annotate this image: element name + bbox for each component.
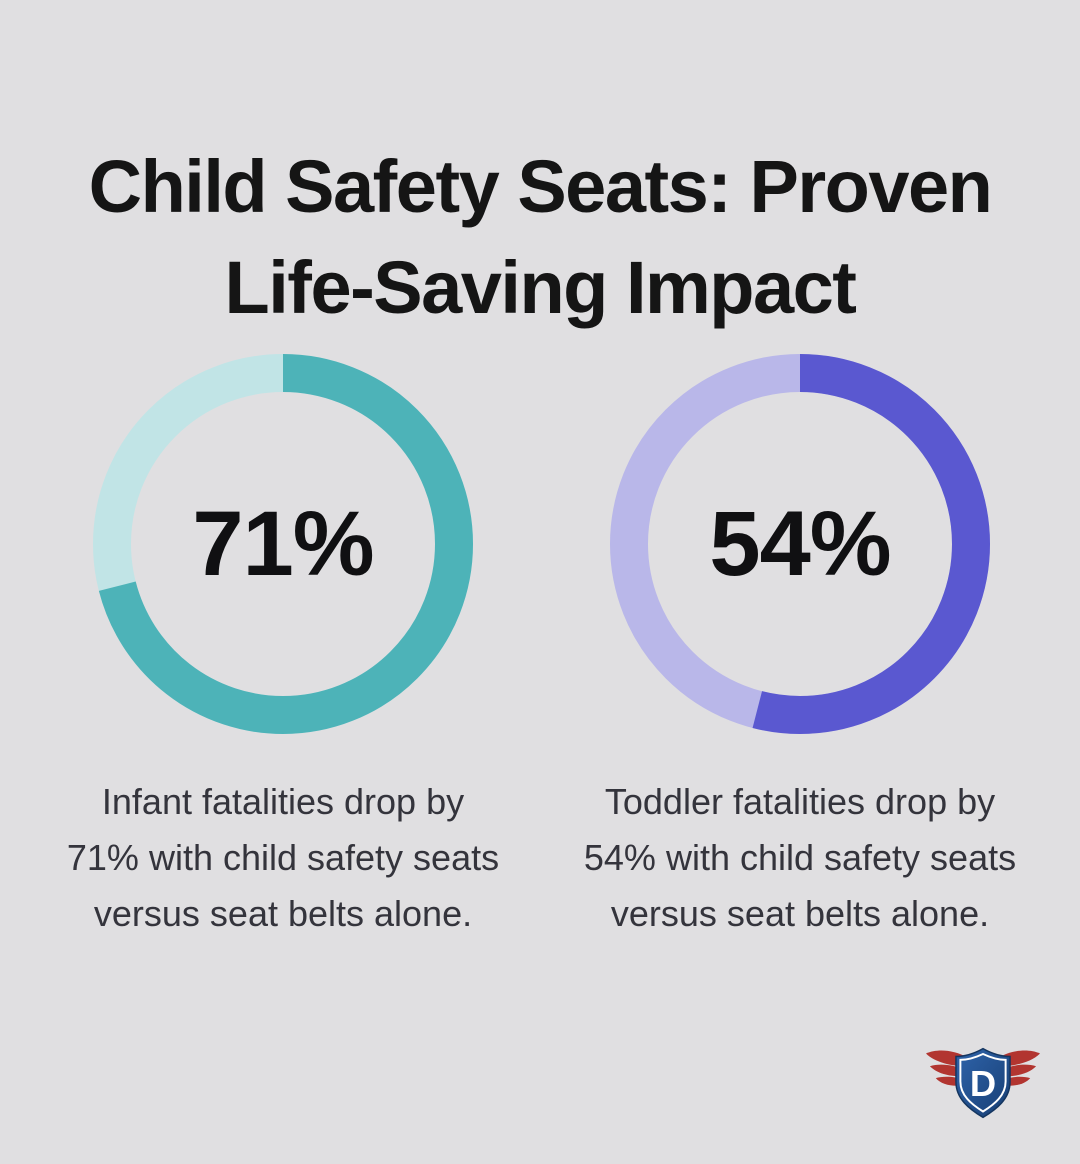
donut-chart-infant: 71% (93, 354, 473, 734)
caption-toddler: Toddler fatalities drop by 54% with chil… (540, 774, 1060, 942)
donut-chart-toddler-svg (610, 354, 990, 734)
page-title-line1: Child Safety Seats: Proven (88, 144, 993, 228)
shield-inner-border (959, 1052, 1007, 1113)
percent-label-toddler: 54% (709, 492, 891, 595)
donut-chart-toddler: 54% (610, 354, 990, 734)
caption-toddler-line1: Toddler fatalities drop by (604, 781, 996, 822)
infant-chart-column: 71% Infant fatalities drop by 71% with c… (23, 354, 543, 942)
brand-logo: D (924, 1046, 1042, 1120)
caption-toddler-line2: 54% with child safety seats (583, 837, 1017, 878)
caption-toddler-line3: versus seat belts alone. (610, 893, 990, 934)
caption-infant: Infant fatalities drop by 71% with child… (23, 774, 543, 942)
donut-chart-infant-svg (93, 354, 473, 734)
page-title-line2: Life-Saving Impact (224, 245, 857, 329)
donut-value-arc-infant (93, 354, 473, 734)
toddler-chart-column: 54% Toddler fatalities drop by 54% with … (540, 354, 1060, 942)
caption-infant-line2: 71% with child safety seats (66, 837, 500, 878)
logo-letter: D (970, 1063, 996, 1104)
page-title: Child Safety Seats: Proven Life-Saving Im… (0, 136, 1080, 338)
caption-infant-line3: versus seat belts alone. (93, 893, 473, 934)
donut-value-arc-toddler (610, 354, 990, 734)
winged-shield-logo-icon: D (925, 1047, 1041, 1119)
caption-infant-line1: Infant fatalities drop by (101, 781, 465, 822)
percent-label-infant: 71% (192, 492, 374, 595)
